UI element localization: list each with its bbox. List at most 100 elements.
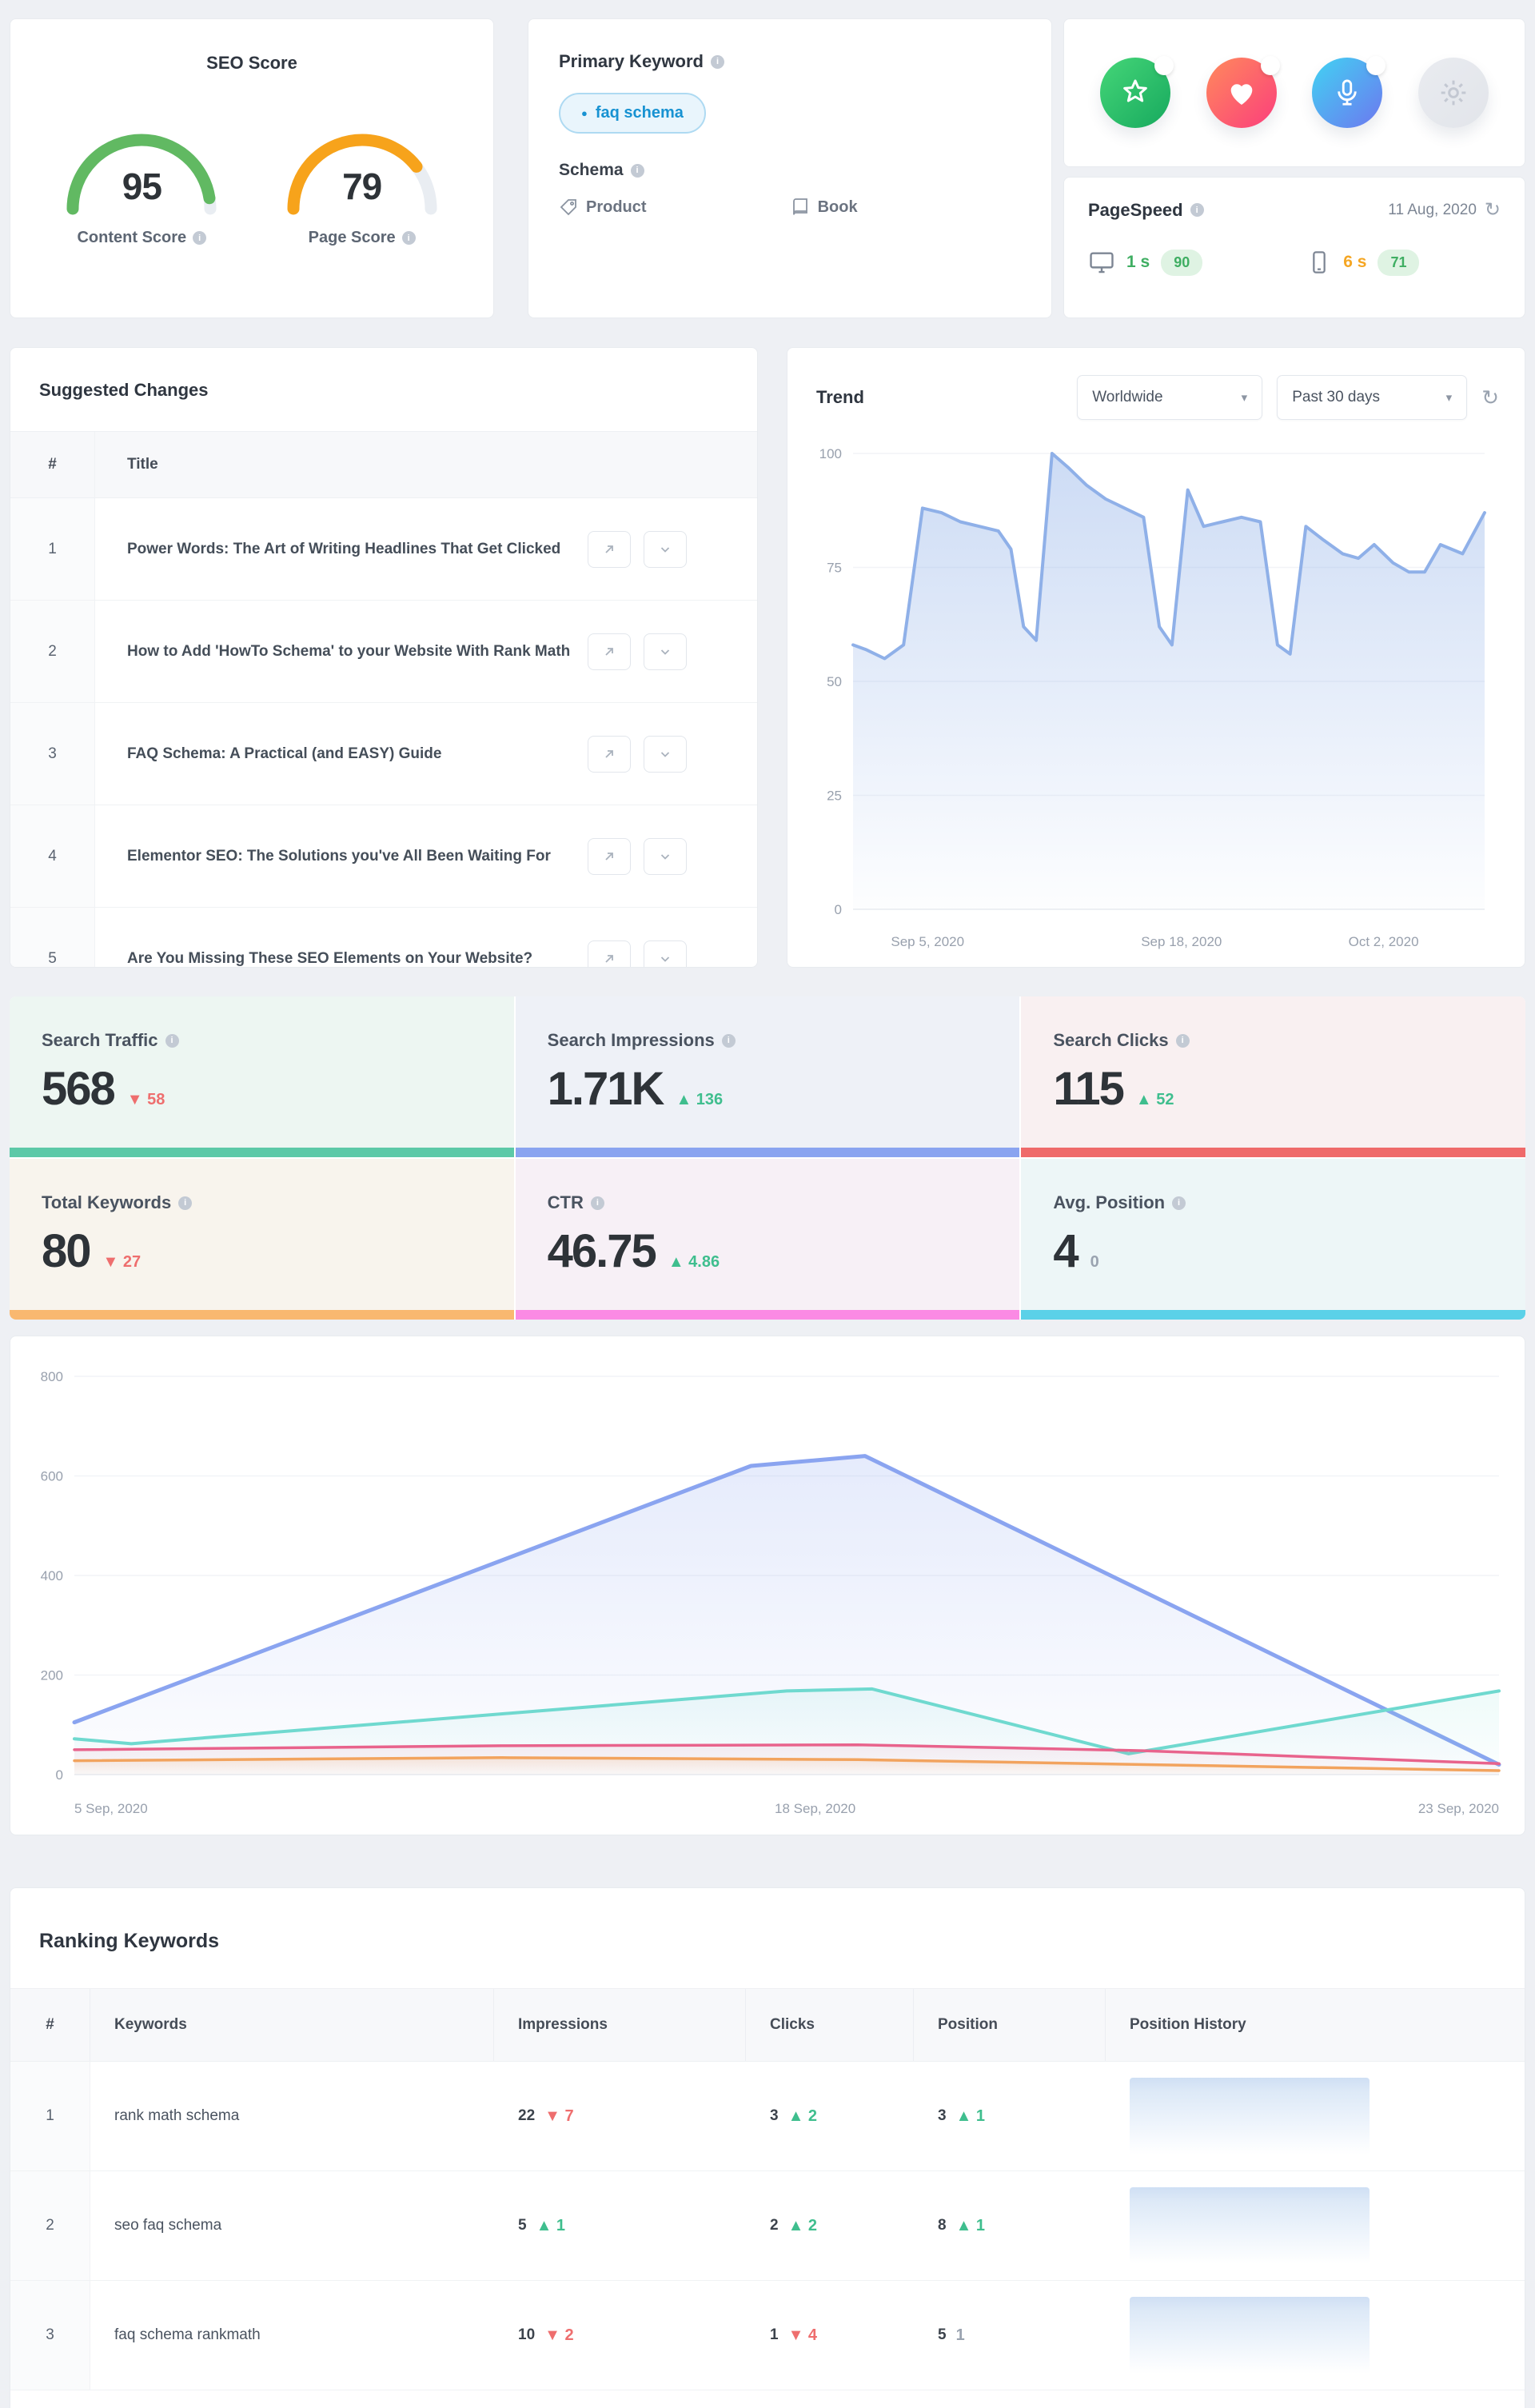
mobile-score-badge: 71 <box>1378 249 1420 276</box>
header-position: Position <box>914 1989 1106 2061</box>
info-icon[interactable]: i <box>165 1033 179 1048</box>
schema-chip-book[interactable]: Book <box>791 198 858 217</box>
row-expand-button[interactable] <box>644 837 687 875</box>
info-icon[interactable]: i <box>178 1196 193 1210</box>
clicks-delta: ▲ 2 <box>787 2216 818 2234</box>
info-icon[interactable]: i <box>630 163 644 178</box>
table-row: 1 rank math schema 22 ▼ 7 3 ▲ 2 3 ▲ 1 <box>10 2062 1525 2171</box>
info-icon[interactable]: i <box>710 54 724 69</box>
row-expand-button[interactable] <box>644 530 687 568</box>
keyword-cell[interactable]: faq schema rankmath <box>114 2326 261 2343</box>
stat-delta: ▲ 52 <box>1135 1091 1174 1108</box>
row-open-button[interactable] <box>588 940 631 967</box>
chevron-down-icon <box>660 649 670 655</box>
row-title[interactable]: Power Words: The Art of Writing Headline… <box>127 541 561 557</box>
stat-delta: 0 <box>1090 1253 1099 1271</box>
schema-chip-label: Book <box>817 198 858 216</box>
voice-button[interactable] <box>1312 56 1386 128</box>
stat-label: Search Clicks <box>1053 1030 1169 1050</box>
chevron-down-icon: ▾ <box>1241 391 1248 405</box>
mobile-icon <box>1313 251 1326 274</box>
trend-title: Trend <box>816 387 864 407</box>
clicks-value: 1 <box>770 2326 779 2343</box>
keyword-pill[interactable]: ● faq schema <box>559 93 706 134</box>
ranking-keywords-table: # Keywords Impressions Clicks Position P… <box>10 1988 1525 2390</box>
refresh-icon[interactable]: ↻ <box>1484 199 1501 221</box>
table-header: # Keywords Impressions Clicks Position P… <box>10 1988 1525 2062</box>
review-button[interactable] <box>1099 56 1174 128</box>
row-open-button[interactable] <box>588 530 631 568</box>
info-icon[interactable]: i <box>401 231 416 245</box>
seo-score-title: SEO Score <box>206 53 297 73</box>
row-number: 2 <box>10 601 95 702</box>
keyword-cell[interactable]: rank math schema <box>114 2107 240 2124</box>
region-select[interactable]: Worldwide ▾ <box>1077 375 1263 420</box>
row-title[interactable]: Are You Missing These SEO Elements on Yo… <box>127 950 533 967</box>
stat-delta: ▼ 58 <box>126 1091 165 1108</box>
row-open-button[interactable] <box>588 735 631 773</box>
stat-card-search-impressions: Search Impressions i 1.71K ▲ 136 <box>515 996 1020 1157</box>
stat-value: 4 <box>1053 1225 1078 1277</box>
stat-delta: ▲ 136 <box>676 1091 724 1108</box>
keyword-dot-icon: ● <box>581 107 588 119</box>
table-row: 5 Are You Missing These SEO Elements on … <box>10 908 757 967</box>
keyword-cell[interactable]: seo faq schema <box>114 2217 222 2234</box>
header-keywords: Keywords <box>90 1989 494 2061</box>
info-icon[interactable]: i <box>193 231 207 245</box>
position-value: 3 <box>938 2107 947 2124</box>
impressions-delta: ▲ 1 <box>536 2216 566 2234</box>
arrow-up-right-icon <box>605 954 613 963</box>
stat-card-search-clicks: Search Clicks i 115 ▲ 52 <box>1021 996 1525 1157</box>
clicks-value: 3 <box>770 2107 779 2124</box>
info-icon[interactable]: i <box>590 1196 604 1210</box>
row-expand-button[interactable] <box>644 633 687 670</box>
range-select[interactable]: Past 30 days ▾ <box>1277 375 1468 420</box>
info-icon[interactable]: i <box>1175 1033 1190 1048</box>
arrow-up-right-icon <box>605 749 613 758</box>
pagespeed-card: PageSpeed i 11 Aug, 2020 ↻ 1 s 90 6 s 71 <box>1063 177 1525 318</box>
row-title[interactable]: Elementor SEO: The Solutions you've All … <box>127 848 551 865</box>
svg-text:Sep 5, 2020: Sep 5, 2020 <box>891 934 964 949</box>
position-history-sparkline <box>1130 2078 1370 2154</box>
svg-text:600: 600 <box>41 1469 63 1484</box>
arrow-up-right-icon <box>605 852 613 861</box>
table-row: 1 Power Words: The Art of Writing Headli… <box>10 498 757 601</box>
info-icon[interactable]: i <box>721 1033 736 1048</box>
svg-text:Sep 18, 2020: Sep 18, 2020 <box>1141 934 1222 949</box>
row-title[interactable]: How to Add 'HowTo Schema' to your Websit… <box>127 643 571 660</box>
table-row: 4 Elementor SEO: The Solutions you've Al… <box>10 805 757 908</box>
row-number: 5 <box>10 908 95 967</box>
notification-badge <box>1260 56 1280 75</box>
clicks-delta: ▲ 2 <box>787 2107 818 2125</box>
schema-chip-product[interactable]: Product <box>559 198 647 217</box>
svg-text:100: 100 <box>819 446 842 461</box>
row-open-button[interactable] <box>588 837 631 875</box>
svg-text:25: 25 <box>827 789 842 804</box>
suggested-changes-table: # Title 1 Power Words: The Art of Writin… <box>10 431 757 967</box>
row-expand-button[interactable] <box>644 940 687 967</box>
settings-button[interactable] <box>1418 58 1489 128</box>
arrow-up-right-icon <box>605 545 613 553</box>
impressions-delta: ▼ 7 <box>544 2107 574 2125</box>
stat-label: Total Keywords <box>42 1192 172 1212</box>
row-open-button[interactable] <box>588 633 631 670</box>
refresh-icon[interactable]: ↻ <box>1481 385 1499 409</box>
page-score-gauge: 79 Page Score i <box>273 112 451 247</box>
svg-text:75: 75 <box>827 561 842 576</box>
tag-icon <box>560 199 576 216</box>
primary-keyword-card: Primary Keyword i ● faq schema Schema i … <box>528 18 1052 318</box>
views-button[interactable] <box>1206 56 1280 128</box>
region-select-value: Worldwide <box>1092 389 1163 405</box>
header-num: # <box>10 1989 90 2061</box>
row-expand-button[interactable] <box>644 735 687 773</box>
content-score-value: 95 <box>122 166 162 207</box>
info-icon[interactable]: i <box>1190 203 1204 217</box>
info-icon[interactable]: i <box>1172 1196 1186 1210</box>
row-number: 3 <box>10 2281 90 2390</box>
stat-label: Search Impressions <box>547 1030 715 1050</box>
content-score-label: Content Score <box>77 229 187 246</box>
gear-icon <box>1441 80 1466 106</box>
row-title[interactable]: FAQ Schema: A Practical (and EASY) Guide <box>127 745 442 762</box>
